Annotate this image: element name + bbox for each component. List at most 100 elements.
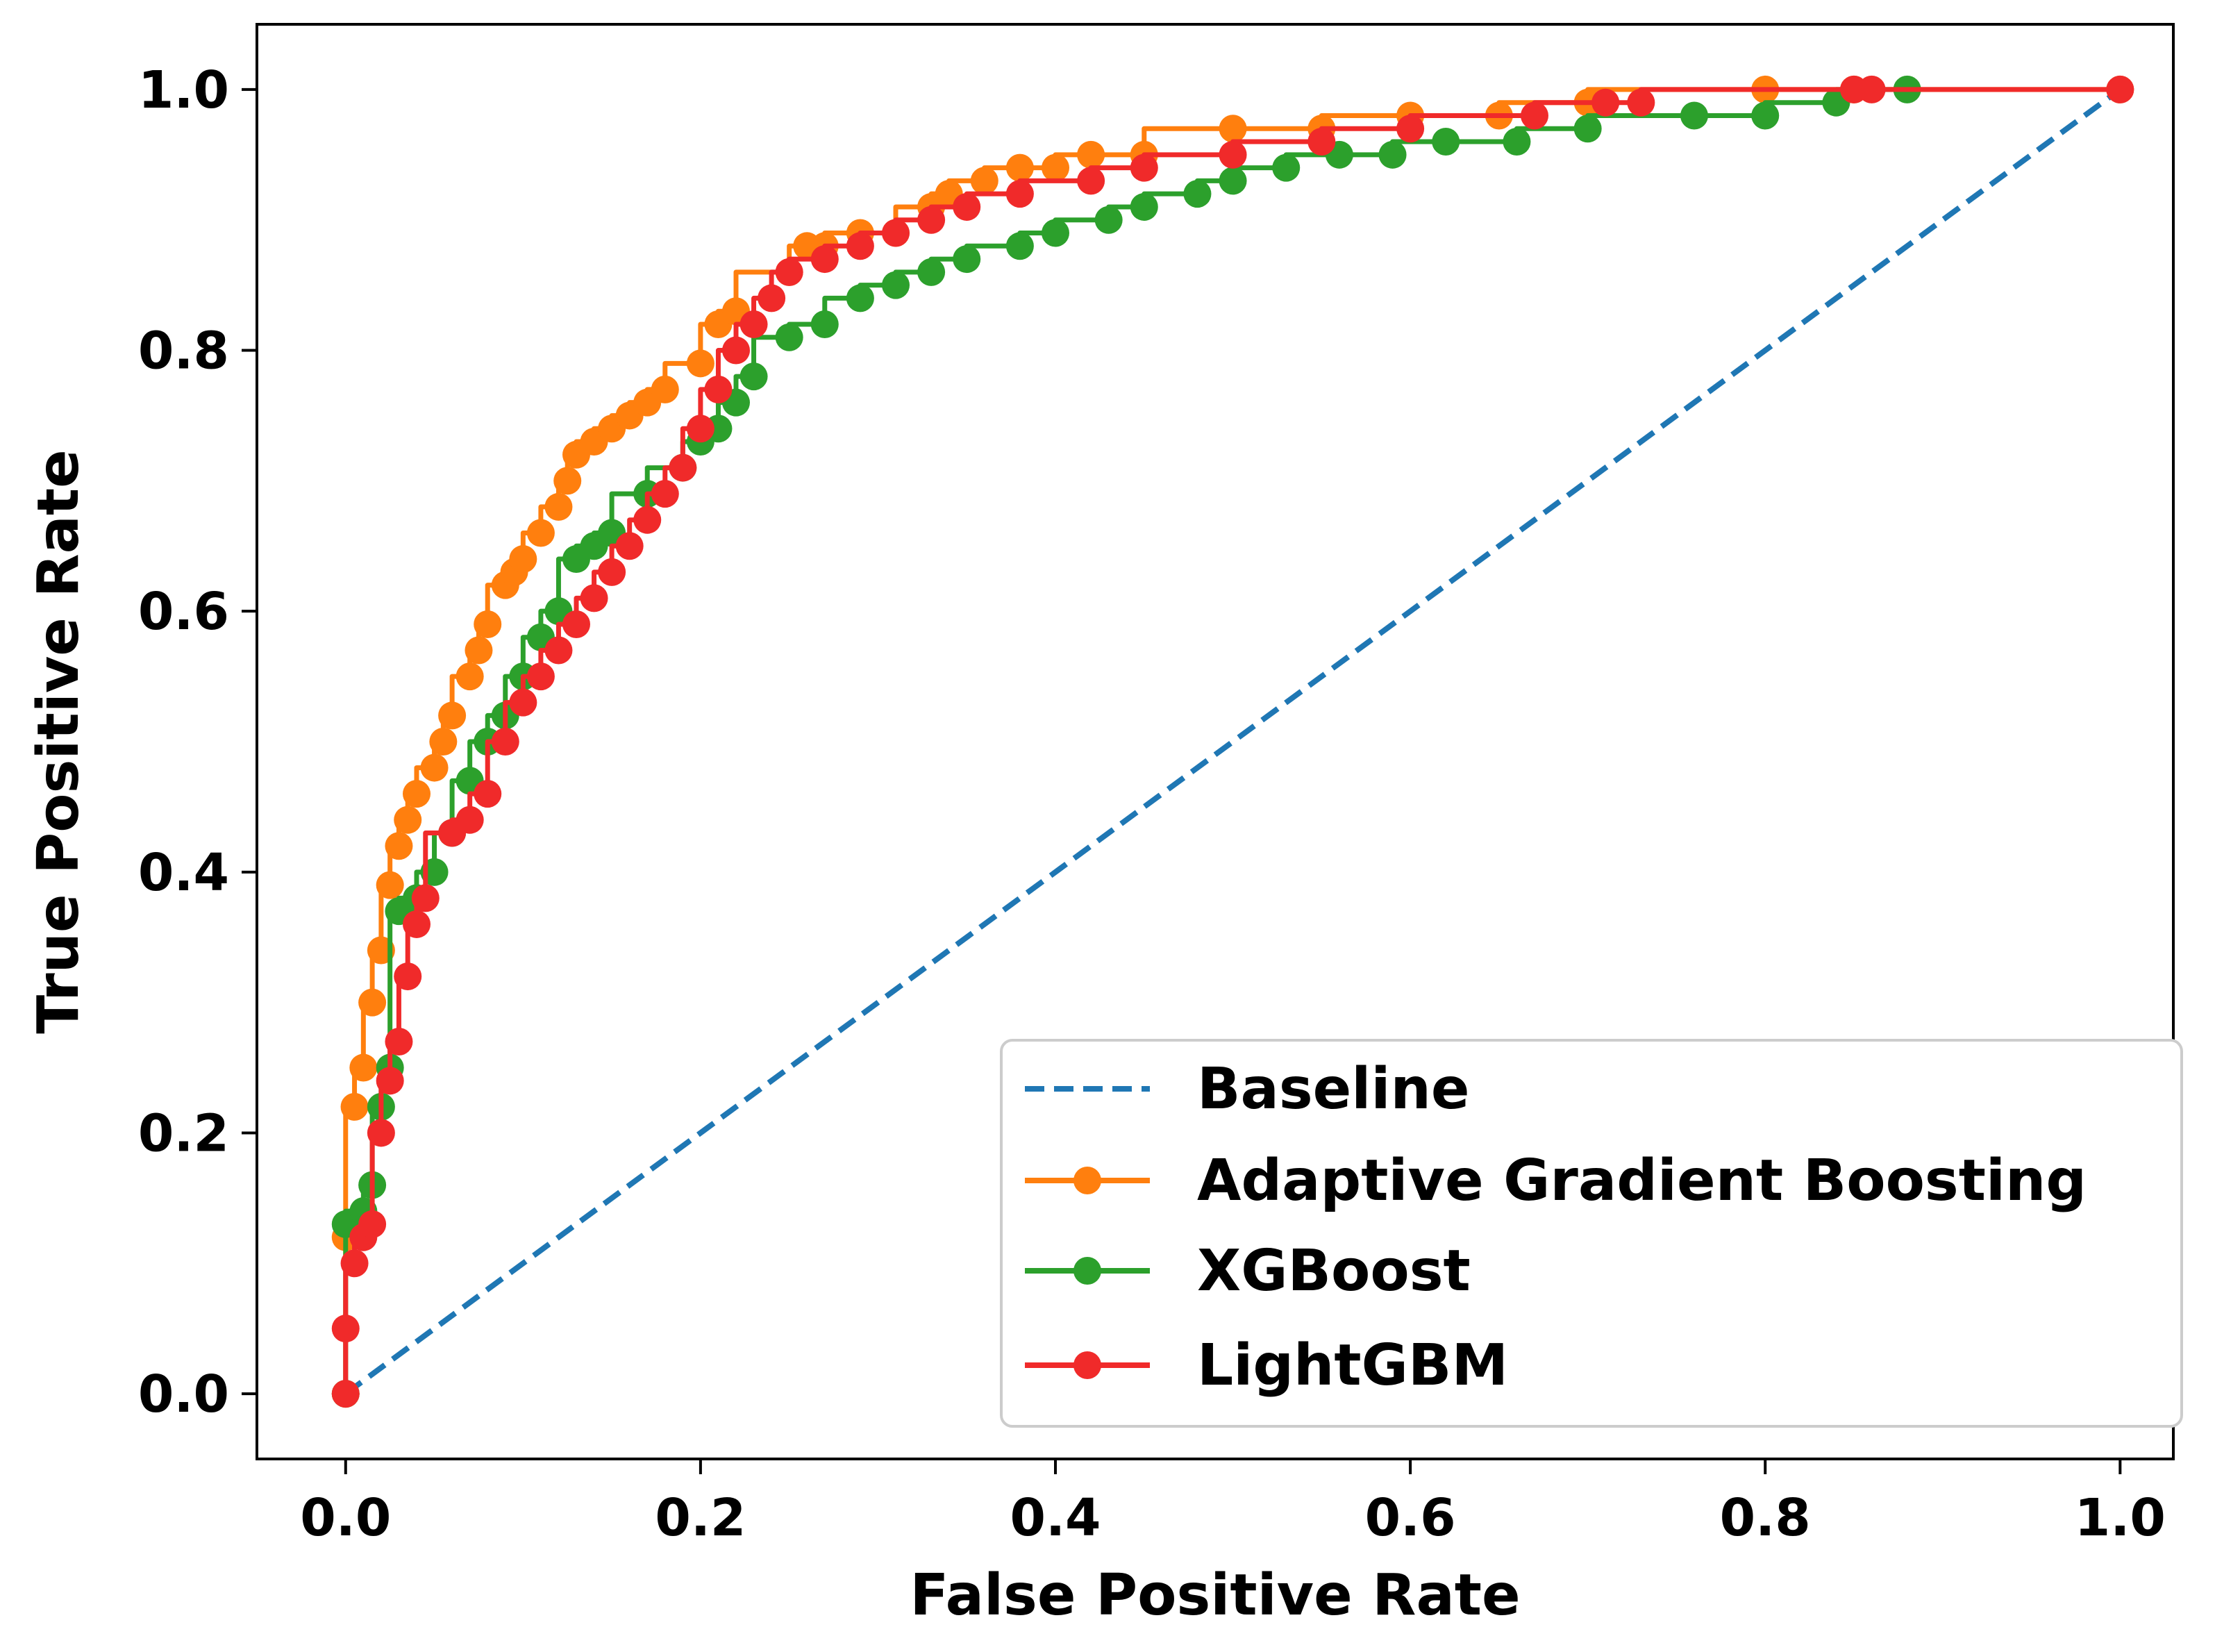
data-point-lightgbm <box>882 219 910 247</box>
legend-box <box>1000 1039 2183 1428</box>
data-point-lightgbm <box>739 310 768 338</box>
data-point-lightgbm <box>615 532 644 560</box>
data-point-lightgbm <box>633 506 662 534</box>
data-point-xgboost <box>846 284 874 312</box>
data-point-adaptive-gradient-boosting <box>349 1053 378 1082</box>
data-point-lightgbm <box>580 584 608 612</box>
data-point-lightgbm <box>509 688 537 717</box>
legend-marker-xgboost <box>1073 1257 1101 1285</box>
data-point-adaptive-gradient-boosting <box>544 492 573 521</box>
data-point-xgboost <box>917 258 946 286</box>
data-point-adaptive-gradient-boosting <box>455 662 484 691</box>
data-point-lightgbm <box>1591 88 1620 117</box>
data-point-lightgbm <box>1005 180 1034 208</box>
series-lightgbm <box>331 75 2134 1408</box>
data-point-adaptive-gradient-boosting <box>340 1092 369 1121</box>
data-point-lightgbm <box>411 884 440 912</box>
x-tick-label: 0.8 <box>1720 1488 1811 1548</box>
data-point-lightgbm <box>376 1067 404 1095</box>
data-point-xgboost <box>1432 128 1460 156</box>
legend: Baseline Adaptive Gradient Boosting XGBo… <box>1000 1039 2183 1428</box>
x-tick-label: 0.0 <box>300 1488 391 1548</box>
data-point-lightgbm <box>758 284 786 312</box>
data-point-lightgbm <box>810 245 839 274</box>
data-point-xgboost <box>1680 101 1708 130</box>
data-point-xgboost <box>775 323 803 351</box>
y-tick-label: 0.2 <box>138 1103 229 1163</box>
data-point-xgboost <box>739 362 768 391</box>
data-point-xgboost <box>1005 232 1034 260</box>
data-point-adaptive-gradient-boosting <box>1005 153 1034 182</box>
series-line-baseline <box>344 87 2122 1396</box>
data-point-lightgbm <box>1521 101 1548 130</box>
legend-entry-xgboost: XGBoost <box>1025 1238 1471 1304</box>
data-point-adaptive-gradient-boosting <box>509 545 537 574</box>
data-point-lightgbm <box>367 1119 395 1147</box>
data-point-lightgbm <box>1307 128 1336 156</box>
data-point-xgboost <box>953 245 981 274</box>
data-point-xgboost <box>1573 115 1602 143</box>
data-point-xgboost <box>1183 180 1212 208</box>
x-axis-label: False Positive Rate <box>910 1562 1520 1628</box>
y-tick-label: 1.0 <box>138 60 229 120</box>
data-point-adaptive-gradient-boosting <box>1042 153 1069 182</box>
data-point-adaptive-gradient-boosting <box>394 806 422 834</box>
data-point-lightgbm <box>403 910 431 938</box>
data-point-lightgbm <box>340 1249 369 1278</box>
data-point-lightgbm <box>331 1380 360 1408</box>
data-point-lightgbm <box>917 206 946 234</box>
data-point-lightgbm <box>1396 115 1425 143</box>
x-tick-label: 0.2 <box>655 1488 746 1548</box>
data-point-adaptive-gradient-boosting <box>403 780 431 808</box>
data-point-adaptive-gradient-boosting <box>376 871 404 899</box>
data-point-adaptive-gradient-boosting <box>651 375 679 403</box>
data-point-lightgbm <box>2106 75 2134 103</box>
data-point-adaptive-gradient-boosting <box>465 636 493 665</box>
data-point-lightgbm <box>491 728 519 756</box>
data-point-lightgbm <box>598 558 626 586</box>
data-point-adaptive-gradient-boosting <box>420 753 449 782</box>
data-point-xgboost <box>882 271 910 299</box>
data-point-xgboost <box>1503 128 1531 156</box>
x-axis-ticks: 0.0 0.2 0.4 0.6 0.8 1.0 <box>300 1459 2166 1548</box>
y-tick-label: 0.0 <box>138 1365 229 1424</box>
data-point-lightgbm <box>394 962 422 991</box>
legend-entry-lightgbm: LightGBM <box>1025 1333 1508 1399</box>
data-point-xgboost <box>1130 192 1158 221</box>
data-point-lightgbm <box>544 636 573 665</box>
data-point-lightgbm <box>846 232 874 260</box>
series-baseline <box>344 87 2122 1396</box>
data-point-adaptive-gradient-boosting <box>385 832 413 860</box>
data-point-adaptive-gradient-boosting <box>1077 140 1105 169</box>
y-axis-ticks: 0.0 0.2 0.4 0.6 0.8 1.0 <box>138 60 257 1424</box>
data-point-lightgbm <box>331 1315 360 1343</box>
data-point-adaptive-gradient-boosting <box>358 988 387 1017</box>
data-point-lightgbm <box>775 258 803 286</box>
data-point-lightgbm <box>1130 153 1158 182</box>
data-point-xgboost <box>1219 167 1247 195</box>
data-point-lightgbm <box>669 453 697 482</box>
data-point-lightgbm <box>1627 88 1655 117</box>
y-axis-label: True Positive Rate <box>26 449 92 1033</box>
data-point-xgboost <box>1272 153 1301 182</box>
legend-marker-adaptive-gradient-boosting <box>1073 1167 1101 1194</box>
x-tick-label: 0.4 <box>1010 1488 1101 1548</box>
data-point-lightgbm <box>1857 75 1886 103</box>
data-point-xgboost <box>1751 101 1780 130</box>
data-point-lightgbm <box>526 662 555 691</box>
data-point-adaptive-gradient-boosting <box>474 610 502 638</box>
data-point-lightgbm <box>1219 140 1247 169</box>
data-point-xgboost <box>1094 206 1123 234</box>
x-tick-label: 0.6 <box>1365 1488 1456 1548</box>
y-tick-label: 0.8 <box>138 322 229 381</box>
data-point-lightgbm <box>704 375 733 403</box>
data-point-lightgbm <box>686 415 714 443</box>
legend-label-lightgbm: LightGBM <box>1197 1333 1508 1399</box>
y-tick-label: 0.6 <box>138 582 229 642</box>
legend-entry-adaptive-gradient-boosting: Adaptive Gradient Boosting <box>1025 1148 2087 1214</box>
data-point-adaptive-gradient-boosting <box>438 701 467 730</box>
legend-marker-lightgbm <box>1073 1351 1101 1379</box>
data-point-xgboost <box>1042 219 1069 247</box>
data-point-lightgbm <box>722 336 750 365</box>
data-point-lightgbm <box>474 780 502 808</box>
